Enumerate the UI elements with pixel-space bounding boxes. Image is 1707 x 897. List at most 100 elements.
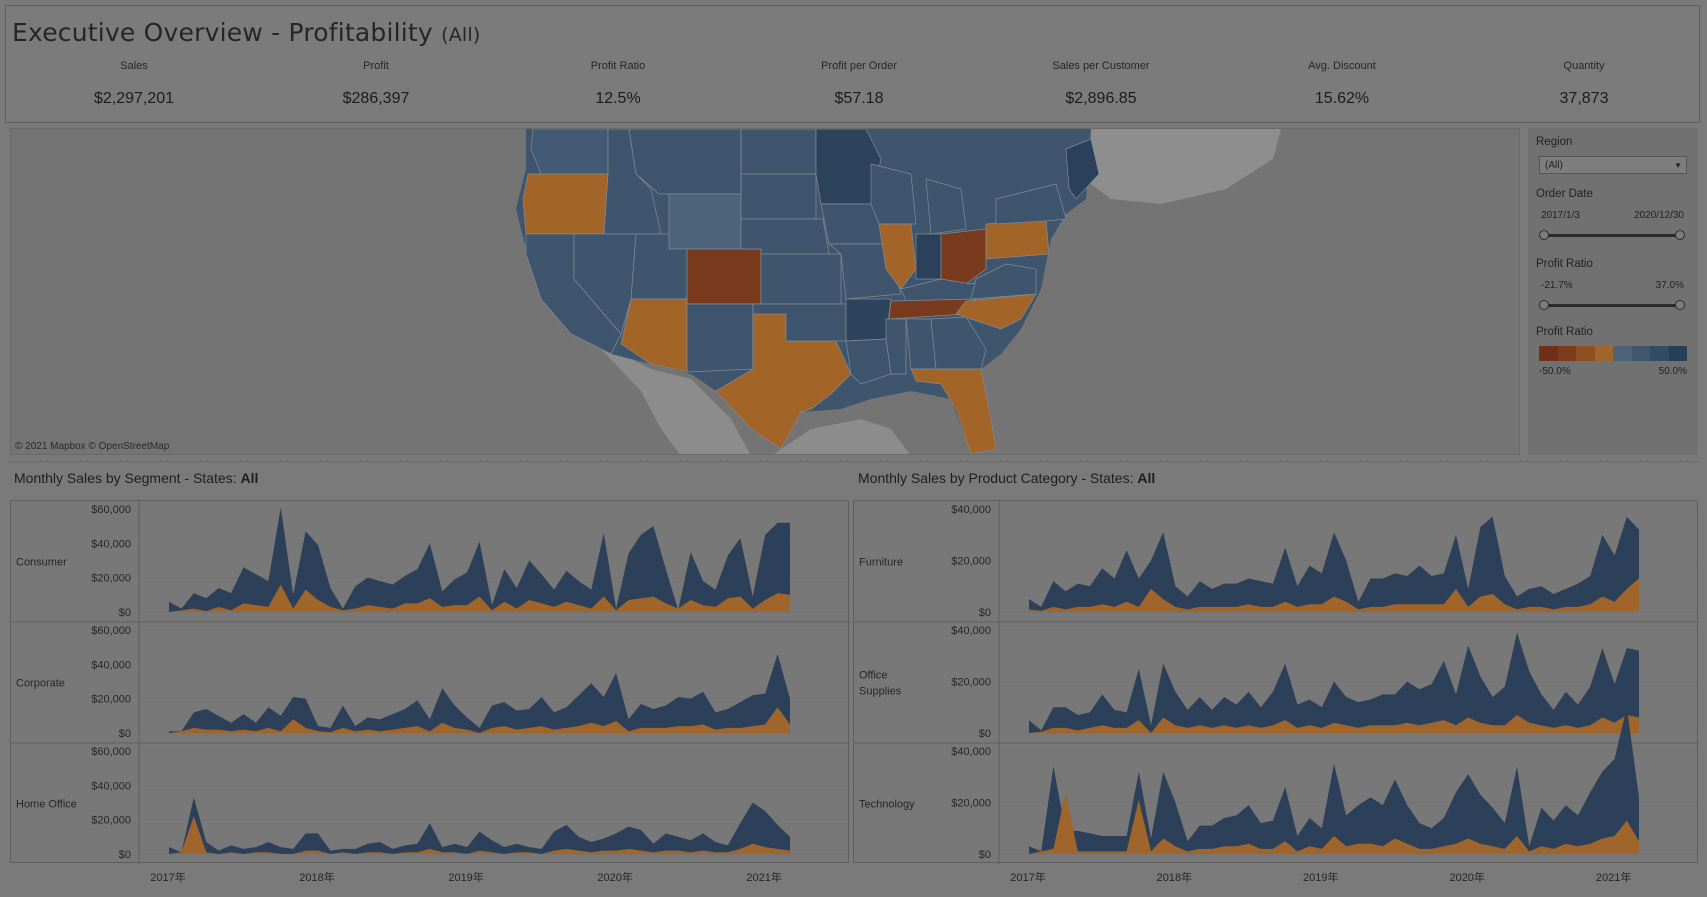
state-kansas[interactable] [760,253,842,305]
y-tick-label: $20,000 [951,798,991,810]
kpi-value: $286,397 [342,90,410,107]
row-label: Home Office [16,799,77,811]
x-tick-label: 2020年 [597,870,632,884]
state-oregon[interactable] [522,173,609,235]
state-ohio[interactable] [940,228,987,285]
profit-ratio-color-legend [1539,346,1687,361]
category-chart-title: Monthly Sales by Product Category - Stat… [858,470,1155,486]
kpi-value: $2,297,201 [93,90,175,107]
sales-area[interactable] [169,797,790,854]
category-title-prefix: Monthly Sales by Product Category - Stat… [858,470,1138,486]
kpi-avg-discount: Avg. Discount 15.62% [1232,60,1452,108]
region-dropdown[interactable]: (All) ▼ [1539,156,1687,174]
map-credit: © 2021 Mapbox © OpenStreetMap [15,441,170,452]
kpi-label: Profit Ratio [590,60,646,72]
profit-ratio-legend-label: Profit Ratio [1536,326,1593,338]
sales-area[interactable] [1029,707,1639,854]
state-virginia[interactable] [970,263,1037,300]
order-date-start: 2017/1/3 [1541,210,1580,221]
state-washington[interactable] [530,129,609,175]
profit-area[interactable] [169,707,790,733]
mexico-landmass [601,349,910,454]
state-michigan[interactable] [925,178,967,235]
dashboard-title: Executive Overview - Profitability (All) [12,18,480,47]
kpi-sales-per-customer: Sales per Customer $2,896.85 [991,60,1211,108]
legend-swatch [1668,346,1687,361]
sales-area[interactable] [1029,632,1639,733]
state-nebraska[interactable] [740,218,830,255]
y-tick-label: $20,000 [91,573,131,585]
profit-area[interactable] [169,584,790,612]
profit-area[interactable] [1029,714,1639,733]
legend-swatch [1650,346,1669,361]
x-tick-label: 2019年 [448,870,483,884]
segment-chart-svg[interactable]: Consumer $60,000 $40,000 $20,000 $0 Corporate… [11,501,850,864]
region-filter-label: Region [1536,136,1573,148]
order-date-end-handle[interactable] [1675,230,1685,240]
sales-area[interactable] [169,654,790,733]
state-indiana[interactable] [915,233,942,280]
legend-max: 50.0% [1658,366,1687,377]
profit-ratio-slider[interactable] [1539,300,1685,310]
kpi-profit-ratio: Profit Ratio 12.5% [508,60,728,108]
kpi-label: Sales [120,60,148,72]
y-tick-label: $0 [979,728,991,740]
profit-ratio-filter-label: Profit Ratio [1536,258,1593,270]
section-divider [10,461,1698,462]
state-new-york[interactable] [995,183,1067,225]
state-south-dakota[interactable] [740,173,817,220]
y-tick-label: $40,000 [951,504,991,516]
category-x-axis: 2017年 2018年 2019年 2020年 2021年 [1010,870,1631,884]
state-georgia[interactable] [930,316,987,370]
segment-chart-panel[interactable]: Consumer $60,000 $40,000 $20,000 $0 Corporate… [10,500,850,864]
kpi-label: Profit per Order [821,60,897,72]
order-date-slider[interactable] [1539,230,1685,240]
state-arkansas[interactable] [845,298,892,342]
profit-ratio-max-handle[interactable] [1675,300,1685,310]
state-north-dakota[interactable] [740,129,817,175]
state-arizona[interactable] [620,298,688,373]
state-missouri[interactable] [828,243,902,300]
profit-ratio-max: 37.0% [1655,280,1684,291]
profit-ratio-min-handle[interactable] [1539,300,1549,310]
state-nevada[interactable] [573,233,637,335]
kpi-label: Avg. Discount [1308,60,1376,72]
kpi-label: Sales per Customer [1052,60,1150,72]
state-florida[interactable] [910,368,997,454]
state-colorado[interactable] [686,248,762,305]
state-pennsylvania[interactable] [985,218,1050,260]
profit-area[interactable] [1029,578,1639,612]
sales-area[interactable] [169,507,790,612]
category-chart-svg[interactable]: Furniture $40,000 $20,000 $0 Office Supplies $… [854,501,1699,864]
us-profit-map[interactable]: © 2021 Mapbox © OpenStreetMap [10,128,1520,455]
legend-swatch [1631,346,1650,361]
state-new-mexico[interactable] [686,303,754,373]
state-maine[interactable] [1065,138,1100,200]
map-canvas[interactable]: © 2021 Mapbox © OpenStreetMap [11,129,1520,455]
y-tick-label: $20,000 [91,815,131,827]
y-tick-label: $40,000 [951,746,991,758]
legend-swatch [1539,346,1558,361]
kpi-profit: Profit $286,397 [266,60,486,108]
order-date-start-handle[interactable] [1539,230,1549,240]
state-wyoming[interactable] [668,193,742,250]
y-tick-label: $60,000 [91,625,131,637]
kpi-value: $2,896.85 [1065,90,1137,107]
y-tick-label: $40,000 [951,625,991,637]
dashboard-title-text: Executive Overview - Profitability [12,18,433,47]
segment-x-axis: 2017年 2018年 2019年 2020年 2021年 [150,870,782,884]
dashboard-title-filter-hint: (All) [441,24,481,46]
kpi-value: 12.5% [595,90,641,107]
state-louisiana[interactable] [845,338,892,385]
state-illinois[interactable] [878,223,917,290]
sales-area[interactable] [1029,516,1639,612]
kpi-label: Profit [363,60,389,72]
legend-min: -50.0% [1539,366,1571,377]
category-chart-panel[interactable]: Furniture $40,000 $20,000 $0 Office Supplies $… [853,500,1699,864]
chevron-down-icon[interactable]: ▼ [1674,161,1682,170]
state-mississippi[interactable] [885,318,907,375]
y-tick-label: $20,000 [91,694,131,706]
profit-area[interactable] [1029,792,1639,854]
segment-title-prefix: Monthly Sales by Segment - States: [14,470,241,486]
row-label: Furniture [859,557,903,569]
